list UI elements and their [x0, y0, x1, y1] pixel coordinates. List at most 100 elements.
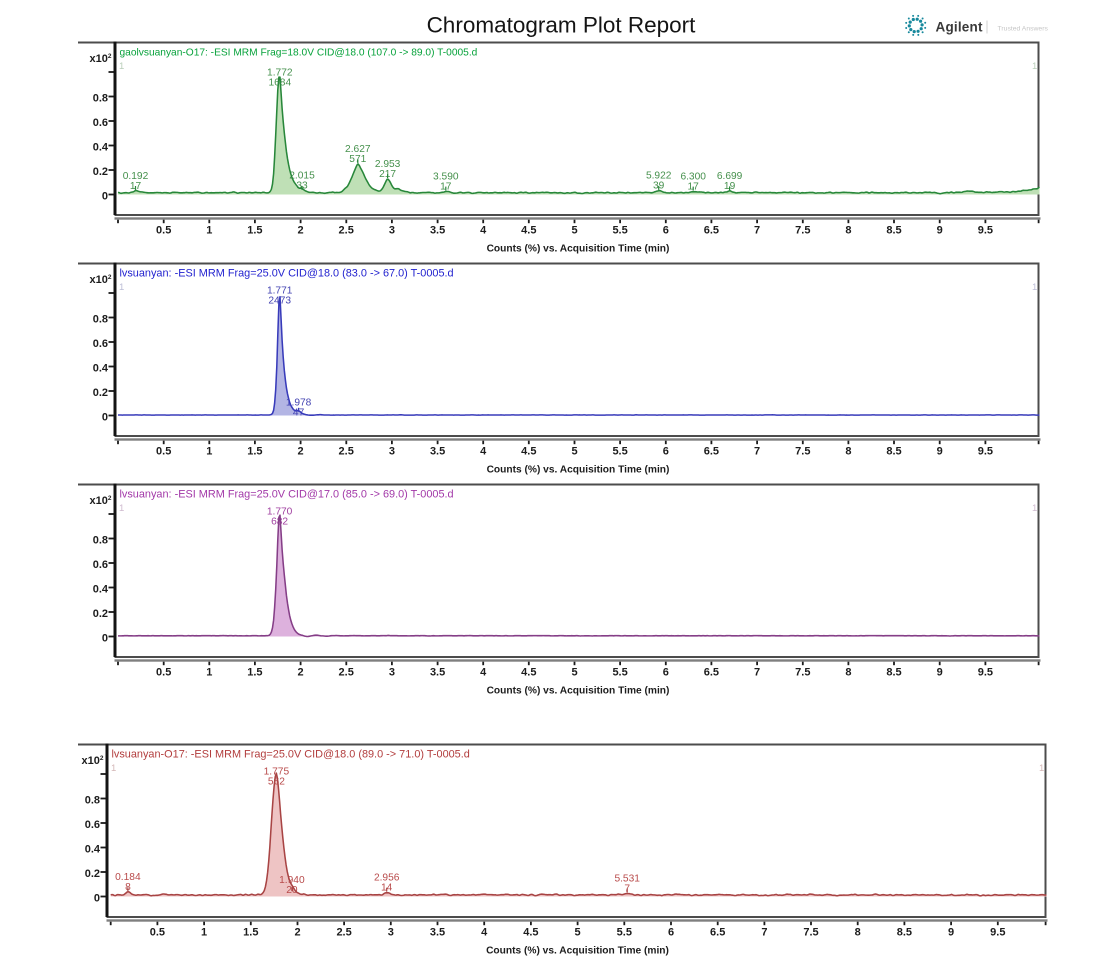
svg-text:1: 1: [1032, 503, 1037, 514]
svg-text:4.5: 4.5: [521, 667, 536, 679]
svg-text:x102: x102: [90, 53, 112, 65]
svg-text:2: 2: [298, 225, 304, 237]
svg-text:2.5: 2.5: [339, 667, 354, 679]
svg-text:5.531: 5.531: [614, 873, 640, 884]
svg-text:3.5: 3.5: [430, 667, 445, 679]
svg-text:Chromatogram Plot Report: Chromatogram Plot Report: [427, 13, 697, 38]
svg-text:2.5: 2.5: [339, 225, 354, 237]
svg-text:5.5: 5.5: [612, 446, 627, 458]
svg-text:0: 0: [102, 412, 108, 424]
svg-text:1: 1: [119, 282, 124, 293]
svg-text:5: 5: [571, 667, 577, 679]
svg-text:4.5: 4.5: [523, 927, 538, 939]
svg-text:3: 3: [389, 667, 395, 679]
svg-text:5.5: 5.5: [612, 667, 627, 679]
svg-text:0.2: 0.2: [93, 387, 108, 399]
svg-text:47: 47: [293, 408, 305, 419]
svg-text:7: 7: [761, 927, 767, 939]
svg-text:1: 1: [206, 225, 212, 237]
svg-text:3: 3: [389, 225, 395, 237]
svg-text:3.5: 3.5: [430, 446, 445, 458]
svg-text:6: 6: [663, 225, 669, 237]
svg-text:0.6: 0.6: [93, 117, 108, 129]
svg-text:0.6: 0.6: [93, 338, 108, 350]
svg-text:x102: x102: [90, 495, 112, 507]
svg-text:8.5: 8.5: [886, 225, 901, 237]
svg-text:0.2: 0.2: [93, 166, 108, 178]
svg-text:6: 6: [663, 667, 669, 679]
svg-text:1: 1: [111, 763, 116, 774]
svg-text:lvsuanyan: -ESI MRM Frag=25.0V: lvsuanyan: -ESI MRM Frag=25.0V CID@17.0 …: [120, 489, 454, 501]
svg-text:0: 0: [94, 893, 100, 905]
svg-text:562: 562: [268, 777, 285, 788]
svg-text:6.5: 6.5: [710, 927, 725, 939]
svg-text:2.956: 2.956: [374, 873, 400, 884]
svg-text:0.2: 0.2: [85, 868, 100, 880]
svg-text:Counts (%) vs. Acquisition Tim: Counts (%) vs. Acquisition Time (min): [487, 244, 670, 255]
svg-text:0.5: 0.5: [156, 667, 171, 679]
svg-text:5: 5: [571, 446, 577, 458]
svg-text:8: 8: [845, 667, 851, 679]
svg-text:4.5: 4.5: [521, 225, 536, 237]
svg-text:1: 1: [206, 667, 212, 679]
svg-text:5.5: 5.5: [617, 927, 632, 939]
svg-text:8: 8: [845, 446, 851, 458]
svg-text:5: 5: [571, 225, 577, 237]
svg-text:9.5: 9.5: [978, 667, 993, 679]
svg-text:1.5: 1.5: [247, 446, 262, 458]
svg-text:0.6: 0.6: [85, 819, 100, 831]
svg-text:Counts (%) vs. Acquisition Tim: Counts (%) vs. Acquisition Time (min): [487, 465, 670, 476]
svg-text:2.627: 2.627: [345, 144, 371, 155]
svg-text:9.5: 9.5: [990, 927, 1005, 939]
svg-text:5: 5: [575, 927, 581, 939]
svg-text:6.5: 6.5: [704, 667, 719, 679]
svg-text:1.771: 1.771: [267, 286, 293, 297]
svg-text:0: 0: [102, 633, 108, 645]
svg-text:2.953: 2.953: [375, 159, 401, 170]
svg-text:7: 7: [754, 667, 760, 679]
svg-text:0.8: 0.8: [93, 314, 108, 326]
svg-text:1: 1: [1039, 763, 1044, 774]
svg-text:1: 1: [201, 927, 207, 939]
svg-text:3.5: 3.5: [430, 225, 445, 237]
svg-text:1.5: 1.5: [247, 225, 262, 237]
svg-text:4: 4: [480, 225, 487, 237]
svg-text:7: 7: [754, 225, 760, 237]
svg-text:6: 6: [663, 446, 669, 458]
svg-text:0.5: 0.5: [156, 446, 171, 458]
svg-text:0.4: 0.4: [93, 584, 109, 596]
svg-text:8: 8: [855, 927, 861, 939]
svg-text:x102: x102: [82, 755, 104, 767]
svg-text:4: 4: [480, 446, 487, 458]
svg-text:4: 4: [480, 667, 487, 679]
svg-text:lvsuanyan: -ESI MRM Frag=25.0V: lvsuanyan: -ESI MRM Frag=25.0V CID@18.0 …: [120, 268, 454, 280]
svg-text:1: 1: [119, 503, 124, 514]
svg-text:6.5: 6.5: [704, 225, 719, 237]
svg-text:9: 9: [937, 667, 943, 679]
svg-text:0.5: 0.5: [156, 225, 171, 237]
svg-text:1: 1: [206, 446, 212, 458]
svg-text:1: 1: [1032, 282, 1037, 293]
svg-text:8.5: 8.5: [886, 667, 901, 679]
svg-text:6.300: 6.300: [680, 171, 706, 182]
svg-text:0.5: 0.5: [150, 927, 165, 939]
svg-text:0.6: 0.6: [93, 559, 108, 571]
svg-text:6.5: 6.5: [704, 446, 719, 458]
svg-text:0.184: 0.184: [115, 872, 141, 883]
svg-text:9.5: 9.5: [978, 446, 993, 458]
svg-text:3: 3: [389, 446, 395, 458]
svg-text:3: 3: [388, 927, 394, 939]
svg-text:7.5: 7.5: [795, 225, 810, 237]
svg-text:8.5: 8.5: [886, 446, 901, 458]
svg-text:0.4: 0.4: [93, 363, 109, 375]
svg-text:3.590: 3.590: [433, 171, 459, 182]
svg-text:1: 1: [119, 61, 124, 72]
svg-text:0.4: 0.4: [85, 844, 101, 856]
svg-text:gaolvsuanyan-O17: -ESI MRM Fra: gaolvsuanyan-O17: -ESI MRM Frag=18.0V CI…: [120, 48, 478, 59]
svg-text:0.2: 0.2: [93, 608, 108, 620]
svg-text:1.940: 1.940: [279, 875, 305, 886]
svg-text:2: 2: [294, 927, 300, 939]
svg-text:1.5: 1.5: [247, 667, 262, 679]
svg-text:4: 4: [481, 927, 488, 939]
svg-text:1.978: 1.978: [286, 398, 312, 409]
